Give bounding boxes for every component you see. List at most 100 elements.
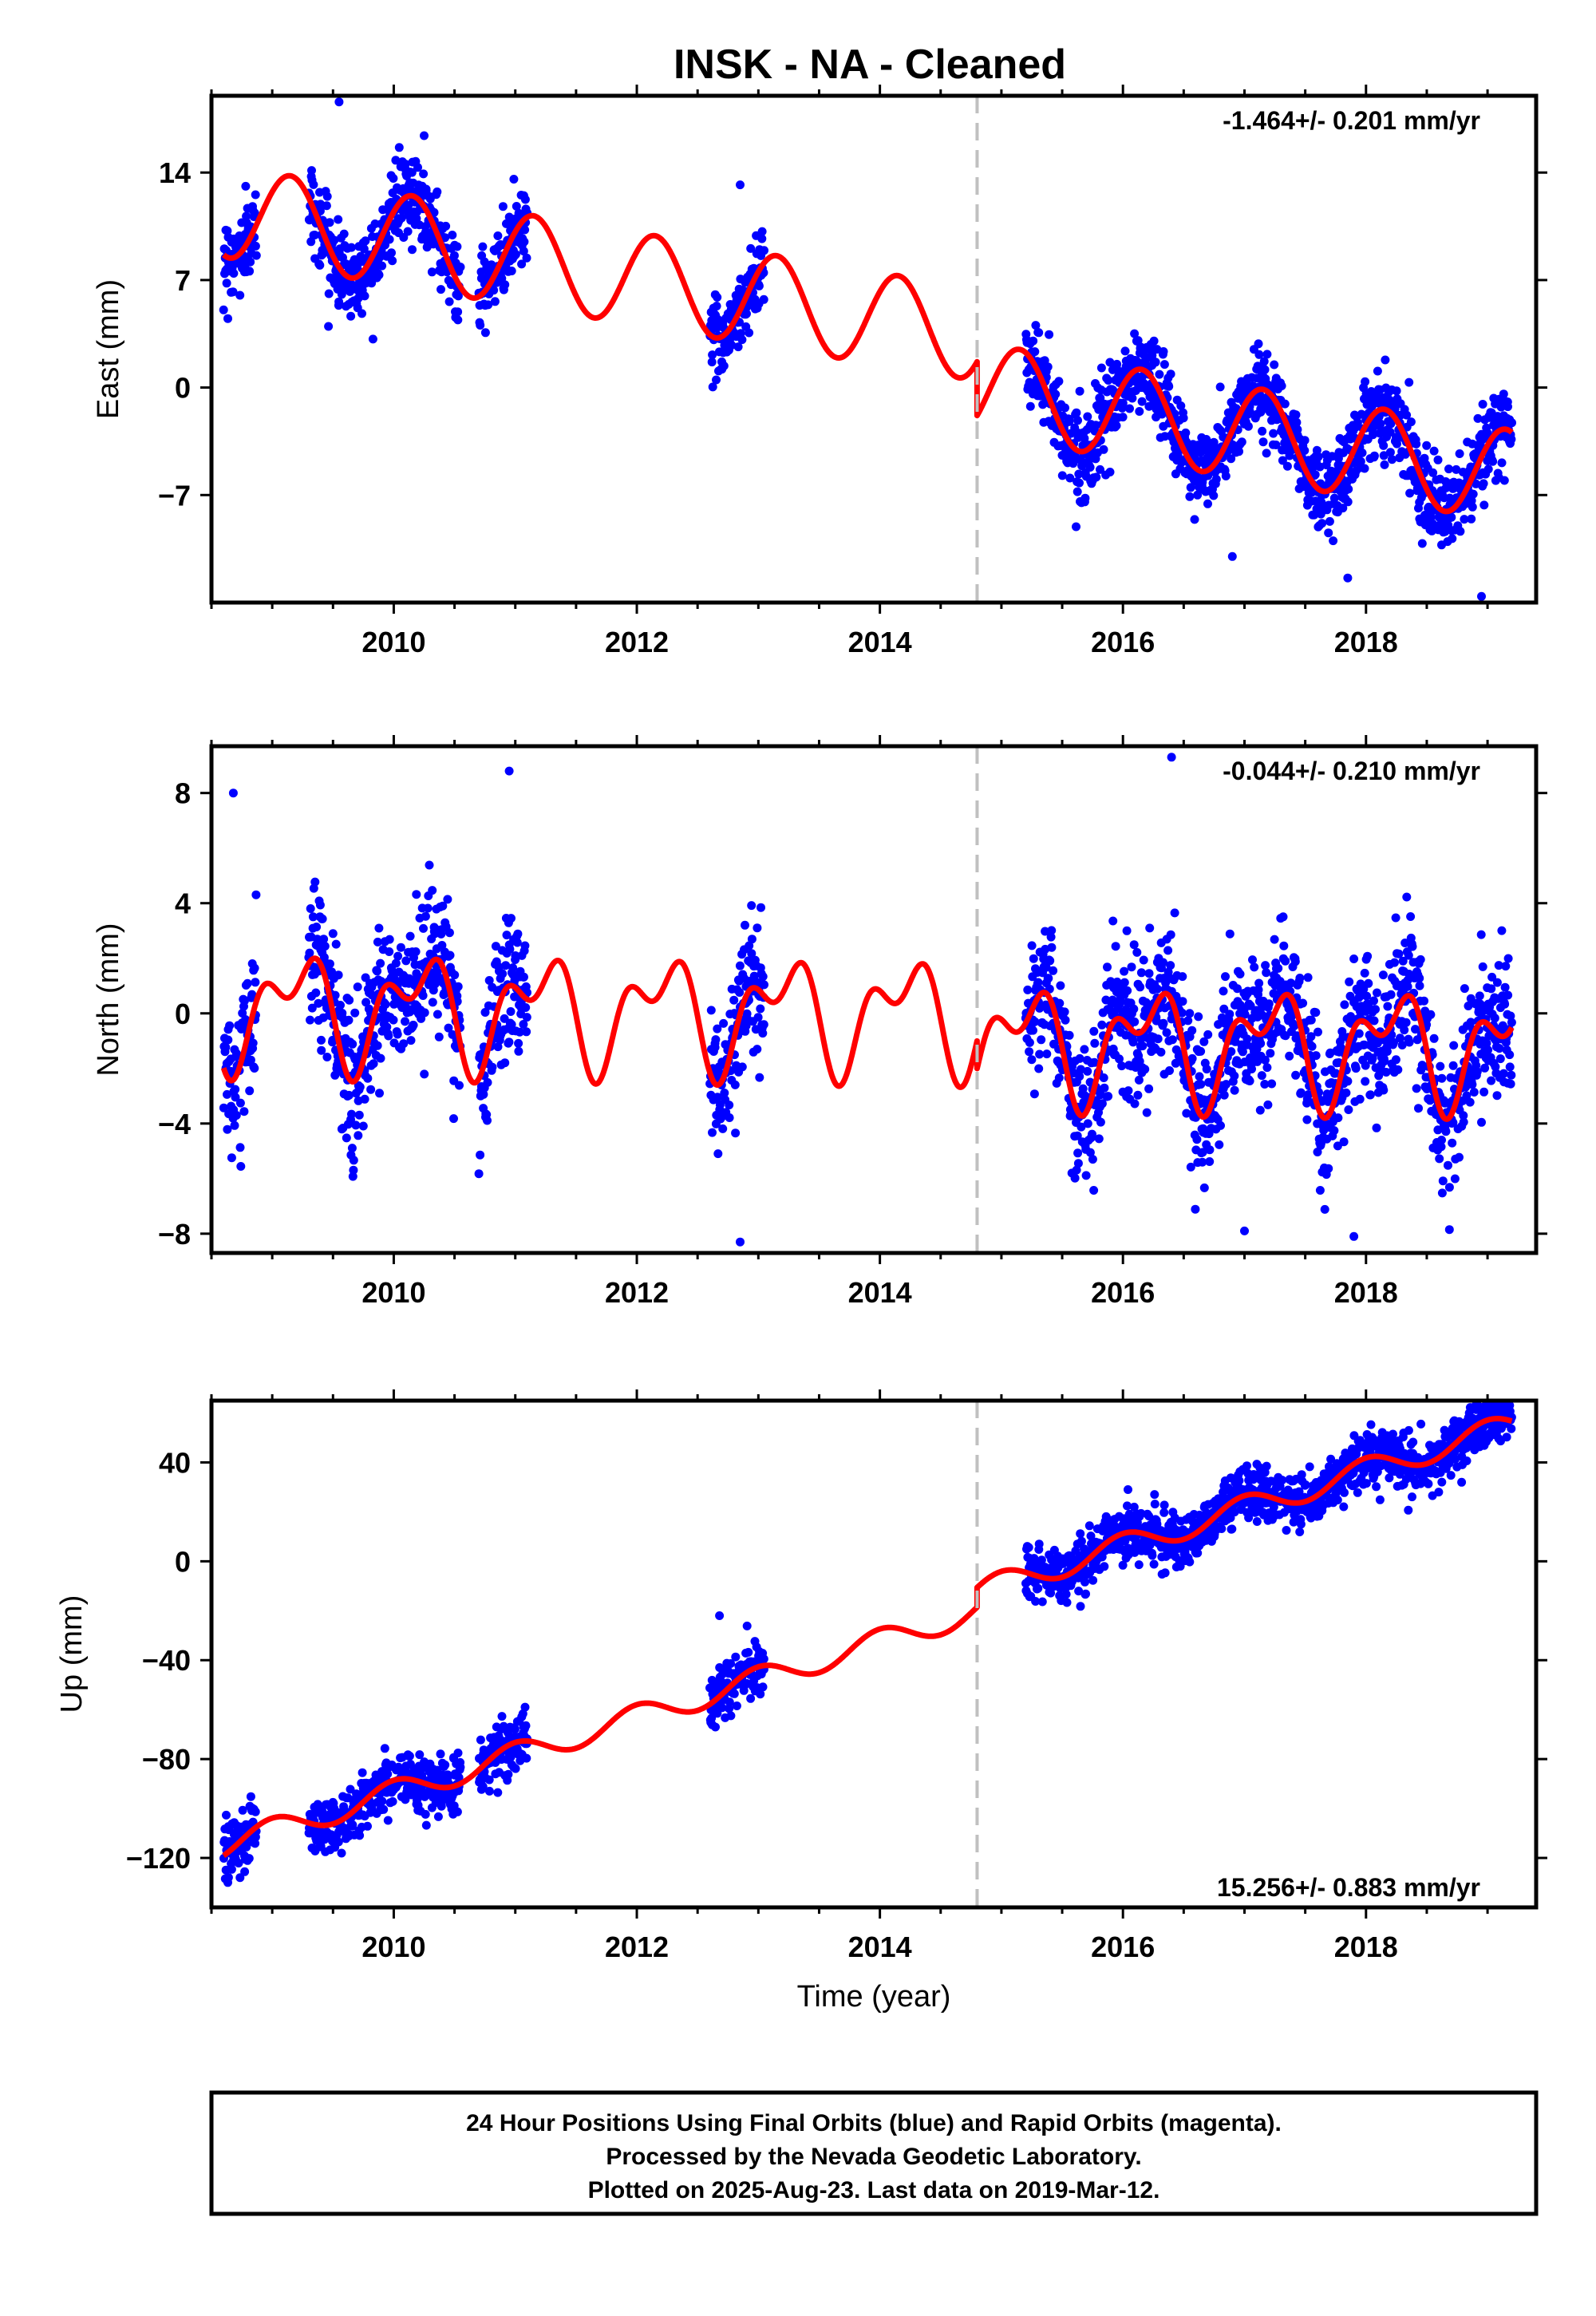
north-data-point-1152	[1199, 1183, 1209, 1192]
north-data-point-1314	[1266, 1049, 1275, 1058]
east-data-point-478	[484, 300, 493, 310]
north-data-point-102	[313, 935, 322, 944]
north-data-point-219	[360, 1094, 369, 1104]
north-data-point-410	[437, 941, 447, 950]
up-data-point-868	[1084, 1521, 1094, 1531]
east-data-point-295	[391, 156, 401, 165]
north-data-point-42	[236, 1162, 246, 1171]
east-data-point-1305	[1262, 449, 1271, 458]
east-data-point-289	[389, 174, 398, 183]
north-data-point-1548	[1361, 1077, 1370, 1086]
up-data-point-636	[729, 1689, 739, 1698]
north-data-point-345	[411, 947, 421, 956]
north-data-point-441	[450, 970, 460, 980]
east-data-point-132	[325, 218, 334, 227]
north-data-point-53	[241, 1015, 251, 1024]
north-data-point-1839	[1478, 962, 1487, 971]
north-data-point-1069	[1166, 930, 1175, 939]
east-data-point-801	[1057, 471, 1067, 480]
north-data-point-707	[758, 972, 768, 982]
north-data-point-741	[1033, 978, 1043, 987]
east-data-point-1901	[1503, 402, 1512, 412]
east-y-tick-label-1: 7	[175, 264, 191, 297]
east-data-point-835	[1072, 522, 1080, 532]
north-data-point-530	[504, 1037, 514, 1047]
north-data-point-197	[351, 1120, 361, 1130]
up-data-point-63	[244, 1854, 254, 1863]
east-data-point-903	[1099, 445, 1108, 454]
north-data-point-695	[753, 1013, 763, 1022]
north-data-point-881	[1090, 1038, 1100, 1048]
north-data-point-1895	[1501, 962, 1511, 971]
north-data-point-69	[247, 990, 257, 999]
north-data-point-1240	[1235, 970, 1245, 978]
north-data-point-1376	[1290, 957, 1300, 966]
north-data-point-1576	[1372, 1123, 1381, 1132]
north-data-point-1577	[1373, 988, 1381, 998]
east-data-point-1716	[1428, 468, 1438, 477]
north-data-point-83	[305, 948, 314, 958]
east-data-point-583	[708, 382, 717, 392]
east-data-point-1208	[1223, 416, 1232, 425]
east-data-point-1662	[1406, 417, 1416, 427]
east-data-point-765	[1043, 362, 1053, 372]
east-data-point-839	[1073, 416, 1082, 425]
north-data-point-892	[1094, 1134, 1104, 1144]
north-data-point-80	[251, 890, 261, 899]
east-data-point-239	[368, 334, 377, 344]
north-data-point-1005	[1140, 1065, 1150, 1074]
east-data-point-447	[452, 242, 462, 251]
east-data-point-1105	[1181, 428, 1191, 437]
north-data-point-277	[384, 1031, 393, 1041]
north-data-point-733	[1030, 1017, 1040, 1026]
north-data-point-1682	[1415, 974, 1424, 983]
east-data-point-1054	[1160, 432, 1170, 441]
north-data-point-1201	[1219, 1090, 1229, 1100]
up-data-point-573	[522, 1753, 531, 1763]
north-data-point-1737	[1437, 1136, 1446, 1144]
north-data-point-1270	[1248, 955, 1257, 965]
east-data-point-257	[375, 252, 385, 262]
east-data-point-1911	[334, 97, 344, 107]
north-data-point-1860	[1487, 984, 1496, 994]
north-data-point-255	[375, 1089, 384, 1098]
east-data-point-304	[394, 143, 404, 152]
up-data-point-546	[511, 1764, 520, 1773]
north-data-point-1807	[1465, 1097, 1475, 1107]
north-data-point-1916	[1349, 1231, 1359, 1241]
north-data-point-1817	[1469, 1088, 1479, 1097]
north-data-point-896	[1096, 1117, 1105, 1127]
east-data-point-385	[427, 267, 437, 277]
north-data-point-1874	[1492, 1091, 1502, 1101]
north-data-point-280	[385, 935, 394, 944]
east-data-point-1399	[1300, 446, 1310, 455]
east-data-point-1615	[1387, 455, 1396, 464]
east-data-point-417	[440, 233, 450, 243]
north-data-point-4	[221, 1042, 231, 1052]
east-data-point-1306	[1262, 350, 1272, 359]
north-data-point-806	[1060, 1007, 1069, 1017]
north-data-point-1753	[1444, 1160, 1452, 1170]
east-data-point-1287	[1254, 350, 1264, 359]
east-data-point-836	[1072, 408, 1081, 417]
north-data-point-535	[507, 914, 516, 923]
north-data-point-1346	[1278, 912, 1288, 922]
east-data-point-733	[1030, 347, 1040, 357]
north-data-point-656	[737, 1062, 747, 1072]
north-data-point-456	[474, 1169, 484, 1179]
north-data-point-1509	[1345, 977, 1354, 986]
north-data-point-367	[420, 1008, 429, 1018]
north-data-point-51	[239, 996, 249, 1006]
east-data-point-1810	[1467, 514, 1476, 524]
east-data-point-979	[1130, 329, 1140, 338]
east-data-point-55	[242, 211, 251, 221]
north-data-point-321	[401, 956, 411, 966]
east-data-point-0	[219, 305, 228, 314]
up-data-point-455	[456, 1762, 465, 1772]
north-data-point-1122	[1187, 1053, 1197, 1063]
north-data-point-192	[349, 1156, 358, 1165]
north-data-point-524	[502, 931, 512, 940]
north-data-point-702	[757, 903, 765, 912]
north-data-point-1286	[1254, 978, 1264, 988]
north-data-point-1115	[1185, 1009, 1195, 1018]
